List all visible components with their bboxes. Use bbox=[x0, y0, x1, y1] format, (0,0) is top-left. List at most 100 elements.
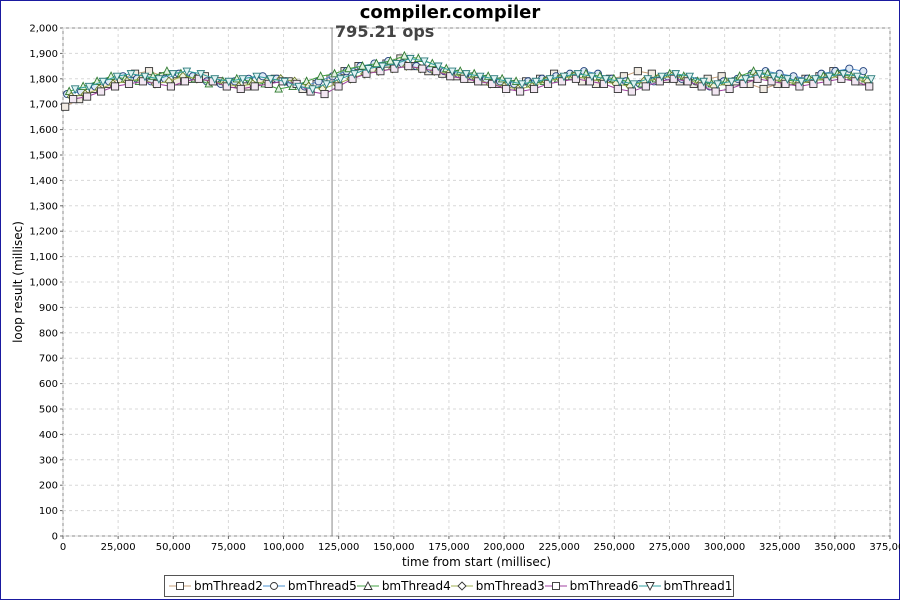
legend-label: bmThread4 bbox=[381, 579, 451, 593]
data-point-bmThread6 bbox=[585, 77, 594, 86]
data-point-bmThread6 bbox=[781, 79, 790, 88]
x-tick-label: 75,000 bbox=[211, 542, 246, 553]
y-tick-label: 1,500 bbox=[29, 151, 58, 162]
data-point-bmThread6 bbox=[683, 77, 692, 86]
data-point-bmThread6 bbox=[264, 79, 273, 88]
y-tick-label: 900 bbox=[39, 303, 58, 314]
data-point-bmThread1 bbox=[587, 72, 597, 82]
data-point-bmThread1 bbox=[615, 77, 625, 87]
y-tick-label: 800 bbox=[39, 328, 58, 339]
legend-label: bmThread1 bbox=[663, 579, 733, 593]
data-point-bmThread4 bbox=[316, 71, 325, 80]
data-point-bmThread6 bbox=[460, 74, 469, 83]
data-point-bmThread6 bbox=[488, 79, 497, 88]
data-point-bmThread1 bbox=[755, 70, 764, 79]
legend: bmThread2 bmThread5 bmThread4 bmThread3 bmTh… bbox=[164, 575, 734, 597]
chart-svg: compiler.compiler 0 100 200 300 400 500 600 700 8… bbox=[11, 2, 900, 569]
data-point-bmThread1 bbox=[461, 70, 471, 79]
y-tick-label: 100 bbox=[39, 506, 58, 517]
legend-label: bmThread2 bbox=[194, 579, 263, 593]
data-point-bmThread5 bbox=[845, 64, 854, 73]
y-tick-label: 2,000 bbox=[29, 24, 58, 35]
data-point-bmThread6 bbox=[194, 74, 203, 83]
data-point-bmThread6 bbox=[124, 79, 134, 88]
data-point-bmThread6 bbox=[809, 79, 818, 88]
y-tick-label: 1,200 bbox=[29, 227, 58, 238]
x-tick-label: 125,000 bbox=[318, 542, 359, 553]
y-tick-label: 1,800 bbox=[29, 74, 58, 85]
data-point-bmThread6 bbox=[138, 77, 148, 86]
data-point-bmThread1 bbox=[140, 72, 150, 82]
y-tick-label: 300 bbox=[39, 455, 58, 466]
data-point-bmThread6 bbox=[166, 82, 175, 91]
y-tick-label: 1,700 bbox=[29, 100, 58, 111]
data-point-bmThread6 bbox=[530, 84, 539, 94]
y-tick-label: 500 bbox=[39, 405, 58, 416]
y-axis-label: loop result (millisec) bbox=[11, 221, 25, 343]
legend-item-bmThread3: bmThread3 bbox=[450, 579, 545, 593]
data-point-bmThread1 bbox=[224, 77, 234, 87]
data-point-bmThread1 bbox=[266, 75, 275, 84]
data-point-bmThread1 bbox=[727, 77, 736, 87]
data-point-bmThread1 bbox=[406, 54, 415, 64]
data-point-bmThread6 bbox=[418, 64, 427, 73]
data-point-bmThread1 bbox=[769, 72, 778, 82]
data-point-bmThread4 bbox=[358, 60, 367, 70]
legend-item-bmThread6: bmThread6 bbox=[544, 579, 639, 593]
data-point-bmThread1 bbox=[70, 85, 80, 95]
data-point-bmThread1 bbox=[433, 62, 443, 72]
data-point-bmThread6 bbox=[543, 79, 553, 88]
data-point-bmThread6 bbox=[571, 74, 581, 83]
circle-icon bbox=[262, 582, 285, 590]
y-tick-label: 1,900 bbox=[29, 49, 58, 60]
data-point-bmThread1 bbox=[126, 70, 136, 79]
x-tick-label: 0 bbox=[60, 542, 66, 553]
data-point-bmThread6 bbox=[502, 84, 511, 94]
data-point-bmThread1 bbox=[196, 70, 206, 79]
data-point-bmThread6 bbox=[711, 87, 720, 96]
data-point-bmThread6 bbox=[823, 77, 832, 86]
x-tick-label: 200,000 bbox=[483, 542, 524, 553]
data-point-bmThread4 bbox=[274, 83, 284, 93]
data-point-bmThread1 bbox=[811, 75, 820, 84]
data-point-bmThread1 bbox=[336, 75, 345, 84]
x-tick-label: 100,000 bbox=[263, 542, 304, 553]
data-point-bmThread6 bbox=[697, 82, 706, 91]
y-tick-label: 700 bbox=[39, 354, 58, 365]
data-point-bmThread1 bbox=[657, 72, 667, 82]
data-point-bmThread6 bbox=[795, 82, 804, 91]
y-tick-label: 400 bbox=[39, 430, 58, 441]
data-point-bmThread2 bbox=[759, 84, 768, 94]
data-point-bmThread6 bbox=[152, 79, 161, 88]
data-point-bmThread1 bbox=[503, 77, 513, 87]
data-point-bmThread1 bbox=[783, 75, 792, 84]
data-point-bmThread1 bbox=[531, 77, 541, 87]
data-point-bmThread6 bbox=[599, 79, 608, 88]
data-point-bmThread1 bbox=[168, 70, 178, 79]
square-icon bbox=[169, 582, 191, 590]
data-point-bmThread2 bbox=[144, 67, 154, 76]
data-point-bmThread1 bbox=[825, 72, 834, 82]
y-tick-label: 1,000 bbox=[29, 278, 58, 289]
y-tick-label: 0 bbox=[52, 532, 58, 543]
data-point-bmThread1 bbox=[294, 82, 303, 92]
x-tick-label: 300,000 bbox=[704, 542, 745, 553]
data-point-bmThread1 bbox=[713, 80, 722, 89]
data-point-bmThread1 bbox=[364, 65, 373, 74]
x-axis-label: time from start (millisec) bbox=[402, 555, 551, 569]
legend-item-bmThread2: bmThread2 bbox=[169, 579, 263, 593]
data-point-bmThread1 bbox=[517, 80, 527, 89]
data-point-bmThread1 bbox=[699, 77, 708, 87]
data-point-bmThread6 bbox=[516, 87, 525, 96]
x-tick-label: 25,000 bbox=[101, 542, 136, 553]
data-point-bmThread6 bbox=[767, 77, 776, 86]
plot-area bbox=[62, 27, 891, 537]
data-point-bmThread1 bbox=[154, 75, 164, 84]
data-point-bmThread6 bbox=[236, 84, 245, 94]
y-tick-label: 1,100 bbox=[29, 252, 58, 263]
legend-item-bmThread4: bmThread4 bbox=[356, 579, 451, 593]
data-point-bmThread1 bbox=[280, 77, 289, 87]
data-point-bmThread1 bbox=[112, 72, 122, 82]
data-point-bmThread6 bbox=[669, 74, 678, 83]
data-point-bmThread6 bbox=[641, 82, 650, 91]
